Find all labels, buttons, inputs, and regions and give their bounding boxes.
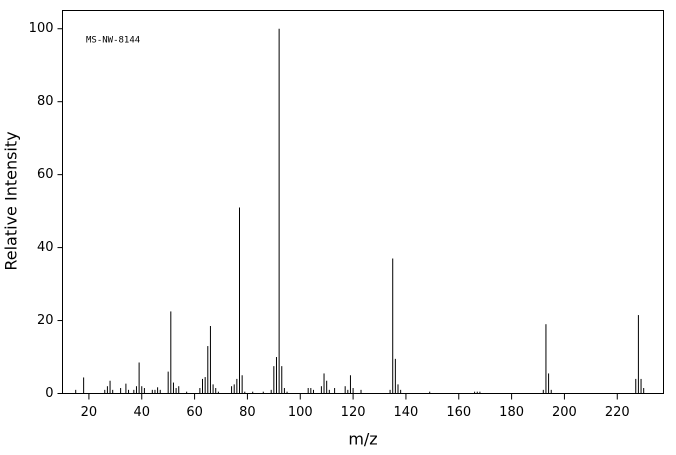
- y-tick-label: 0: [45, 386, 53, 401]
- x-tick-label: 100: [288, 405, 313, 420]
- y-tick-label: 40: [37, 240, 54, 255]
- x-tick-label: 180: [499, 405, 524, 420]
- x-tick-label: 140: [394, 405, 419, 420]
- y-tick-label: 20: [37, 313, 54, 328]
- y-tick-label: 80: [37, 94, 54, 109]
- x-tick-label: 20: [81, 405, 98, 420]
- x-tick-label: 220: [605, 405, 630, 420]
- x-tick-label: 160: [446, 405, 471, 420]
- x-tick-label: 120: [341, 405, 366, 420]
- plot-frame: [62, 10, 664, 394]
- annotation: MS-NW-8144: [86, 36, 140, 46]
- x-tick-label: 200: [552, 405, 577, 420]
- y-axis-label: Relative Intensity: [2, 131, 21, 270]
- x-tick-label: 80: [239, 405, 256, 420]
- y-tick-label: 60: [37, 167, 54, 182]
- x-tick-label: 40: [133, 405, 150, 420]
- x-tick-label: 60: [186, 405, 203, 420]
- x-axis-label: m/z: [348, 430, 377, 449]
- y-tick-label: 100: [29, 21, 54, 36]
